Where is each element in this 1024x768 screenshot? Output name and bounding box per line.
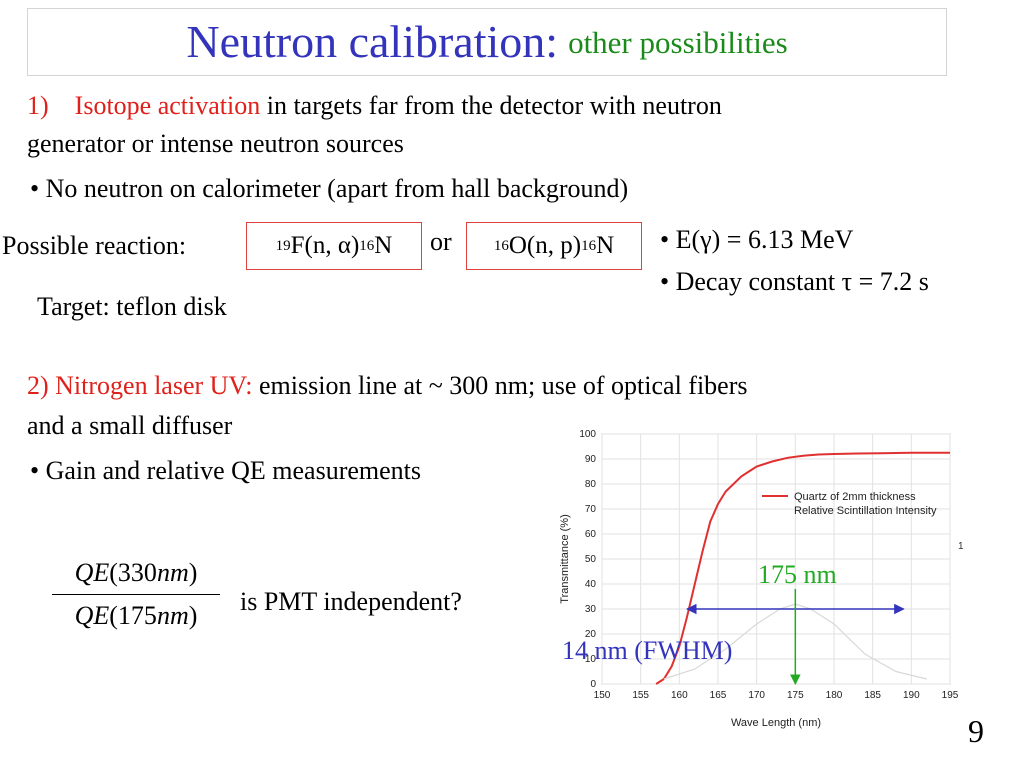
reaction2-product: N [596, 232, 615, 259]
item2-line2: and a small diffuser [27, 411, 233, 440]
target-text: Target: teflon disk [37, 292, 227, 321]
x-tick-label: 185 [864, 690, 881, 701]
item2-line1: 2) Nitrogen laser UV: emission line at ~… [27, 370, 748, 401]
right-axis-label: 1 [958, 541, 964, 552]
reaction1-product: N [374, 232, 393, 259]
reaction2-pre-mass: 16 [493, 237, 509, 254]
legend-label-quartz: Quartz of 2mm thickness [794, 491, 916, 503]
reaction1-pre-mass: 19 [275, 237, 291, 254]
legend-label-scintillation: Relative Scintillation Intensity [794, 505, 937, 517]
bullet-energy: • E(γ) = 6.13 MeV [660, 225, 854, 254]
title-subtitle: other possibilities [568, 24, 788, 60]
x-tick-label: 150 [594, 690, 611, 701]
x-tick-label: 180 [826, 690, 843, 701]
x-tick-label: 195 [942, 690, 959, 701]
y-tick-label: 70 [585, 504, 597, 515]
reaction-or: or [430, 227, 452, 256]
page-number: 9 [968, 713, 984, 749]
reaction-oxygen: 16 O(n, p) 16 N [466, 222, 642, 270]
reaction-fluorine: 19 F(n, α) 16 N [246, 222, 422, 270]
bullet-decay: • Decay constant τ = 7.2 s [660, 267, 929, 296]
reaction1-body: F(n, α) [290, 232, 360, 259]
item2-highlight: 2) Nitrogen laser UV: [27, 371, 253, 400]
transmittance-chart: 150 155 160 165 170 175 180 185 190 1950102030405… [559, 429, 964, 729]
x-axis-label: Wave Length (nm) [731, 717, 821, 729]
y-tick-label: 90 [585, 454, 597, 465]
bullet-gain: • Gain and relative QE measurements [30, 456, 422, 485]
x-tick-label: 165 [710, 690, 727, 701]
reaction2-body: O(n, p) [508, 232, 582, 259]
y-tick-label: 10 [585, 654, 597, 665]
item1-text: in targets far from the detector with ne… [260, 91, 722, 120]
y-tick-label: 100 [579, 429, 596, 440]
fraction-numerator: QE(330nm) [74, 558, 198, 587]
x-tick-label: 155 [632, 690, 649, 701]
reaction1-post-mass: 16 [359, 237, 375, 254]
fraction-denominator: QE(175nm) [74, 601, 198, 630]
x-tick-label: 175 [787, 690, 804, 701]
item1-line1: 1) Isotope activation in targets far from… [27, 90, 722, 121]
y-tick-label: 50 [585, 554, 597, 565]
reaction2-post-mass: 16 [581, 237, 597, 254]
y-tick-label: 30 [585, 604, 597, 615]
question-text: is PMT independent? [240, 587, 462, 616]
x-tick-label: 160 [671, 690, 688, 701]
reaction-label: Possible reaction: [2, 231, 187, 260]
x-tick-label: 190 [903, 690, 920, 701]
item1-highlight: Isotope activation [74, 91, 261, 120]
title-main: Neutron calibration: [186, 16, 559, 67]
bullet-no-neutron: • No neutron on calorimeter (apart from … [30, 174, 629, 203]
y-tick-label: 40 [585, 579, 597, 590]
item2-text: emission line at ~ 300 nm; use of optica… [252, 371, 748, 400]
fraction-bar [52, 594, 220, 595]
annotation-fwhm: 14 nm (FWHM) [562, 636, 733, 665]
x-tick-label: 170 [748, 690, 765, 701]
slide-title: Neutron calibration: other possibilities [27, 8, 947, 76]
series-line-quartz-transmittance [655, 451, 950, 685]
y-tick-label: 20 [585, 629, 597, 640]
y-tick-label: 60 [585, 529, 597, 540]
y-tick-label: 80 [585, 479, 597, 490]
annotation-peak-wavelength: 175 nm [758, 560, 837, 589]
item1-line2: generator or intense neutron sources [27, 129, 404, 158]
item1-number: 1) [27, 91, 49, 120]
y-axis-label: Transmittance (%) [559, 514, 571, 603]
qe-ratio-fraction: QE(330nm) QE(175nm) [48, 558, 224, 631]
y-tick-label: 0 [590, 679, 596, 690]
